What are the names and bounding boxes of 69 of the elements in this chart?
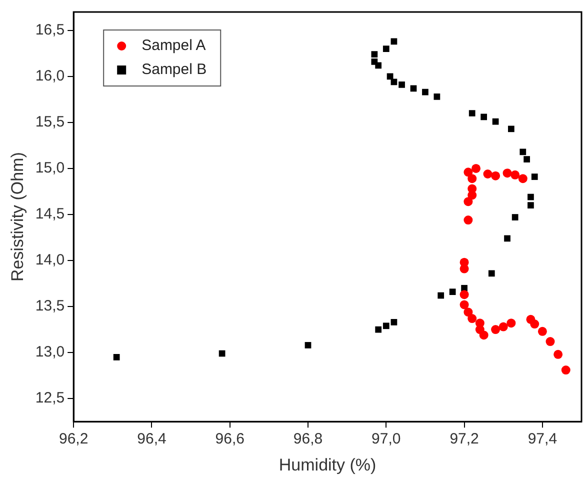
point (438, 292, 444, 299)
point (472, 164, 481, 173)
point (561, 366, 570, 375)
point (512, 214, 518, 220)
point (518, 174, 528, 184)
point (506, 318, 516, 328)
legend-label: Sampel A (142, 37, 206, 54)
point (398, 82, 405, 88)
point (464, 308, 473, 317)
point (479, 330, 488, 340)
point (483, 170, 492, 178)
x-tick-label: 97,4 (528, 430, 558, 448)
point (530, 320, 540, 329)
point (502, 168, 512, 178)
point (113, 354, 120, 360)
point (538, 326, 547, 336)
point (460, 300, 469, 310)
point (498, 322, 508, 332)
point (528, 202, 534, 208)
y-tick-label: 12,5 (35, 390, 65, 407)
y-tick-label: 15,5 (35, 114, 65, 131)
point (491, 171, 500, 180)
point (460, 290, 469, 300)
point (464, 197, 473, 206)
point (390, 319, 398, 326)
y-tick-label: 14,0 (35, 252, 65, 269)
point (371, 51, 378, 58)
y-tick-label: 16,0 (35, 68, 65, 85)
y-tick-label: 13,5 (35, 298, 65, 315)
y-tick-label: 15,0 (35, 160, 65, 177)
point (554, 350, 563, 359)
y-tick-label: 16,5 (35, 22, 65, 39)
point (304, 342, 312, 348)
point (488, 270, 495, 277)
x-tick-label: 96,2 (58, 430, 88, 448)
x-tick-label: 97,2 (450, 430, 479, 448)
point (410, 85, 417, 92)
point (468, 110, 476, 116)
legend-label: Sampel B (142, 61, 207, 78)
point (504, 235, 510, 242)
point (449, 288, 456, 295)
point (386, 73, 394, 80)
point (382, 322, 390, 330)
point (464, 216, 473, 225)
point (528, 194, 534, 200)
x-tick-label: 96,6 (215, 430, 244, 448)
point (375, 326, 382, 333)
point (531, 174, 538, 180)
y-tick-label: 14,5 (35, 206, 65, 223)
point (480, 114, 488, 120)
y-tick-label: 13,0 (35, 344, 65, 361)
y-axis-title: Resistivity (Ohm) (8, 152, 27, 282)
point (468, 314, 477, 324)
point (375, 62, 382, 69)
point (520, 148, 526, 156)
point (434, 94, 440, 100)
point (382, 46, 390, 52)
point (468, 190, 477, 200)
x-tick-label: 96,8 (293, 430, 323, 448)
point (524, 156, 530, 162)
point (546, 337, 555, 346)
point (422, 88, 428, 96)
x-tick-label: 97,0 (372, 430, 401, 448)
point (491, 325, 500, 334)
point (508, 126, 514, 132)
point (510, 170, 520, 180)
x-tick-label: 96,4 (137, 430, 166, 448)
point (468, 174, 477, 184)
x-axis-title: Humidity (%) (278, 455, 376, 474)
